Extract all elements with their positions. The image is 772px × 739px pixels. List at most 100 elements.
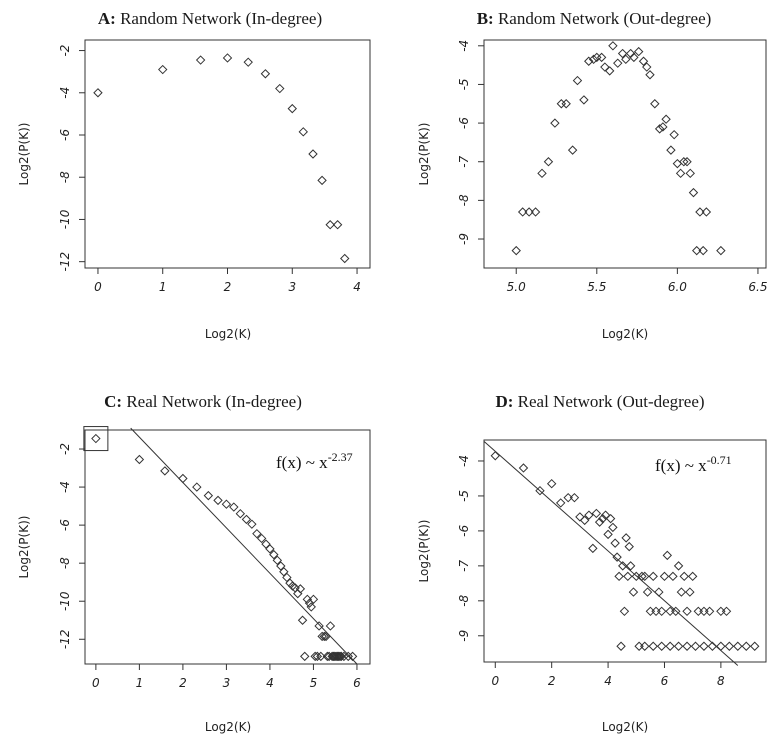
panel-d-data-point (659, 571, 670, 582)
panel-d-data-point (654, 587, 664, 597)
panel-d-ytick-label: -5 (457, 490, 471, 502)
panel-b-data-point (716, 245, 726, 256)
panel-a-data-point (158, 64, 168, 75)
panel-b-data-point (661, 114, 671, 124)
panel-c-ylabel: Log2(P(K)) (17, 516, 31, 579)
panel-c-data-point (308, 594, 319, 605)
panel-a-data-point (298, 127, 308, 137)
panel-a: A: Random Network (In-degree) 0 1 2 3 4 -2 -4 -… (17, 9, 371, 341)
panel-c-xlabel: Log2(K) (205, 720, 251, 734)
panel-c-data-point (317, 631, 327, 642)
panel-b-data-point (654, 124, 665, 134)
panel-c-ytick-label: -2 (58, 443, 72, 455)
panel-c-data-point (160, 466, 170, 476)
panel-c-data-point (192, 482, 202, 492)
panel-d-xtick-label: 2 (548, 674, 556, 688)
panel-d-data-point (651, 606, 661, 617)
panel-b-data-point (524, 207, 534, 217)
panel-c-data-point (178, 473, 188, 484)
panel-c-data-point (247, 519, 257, 529)
panel-a-ytick-label: -4 (58, 87, 72, 99)
panel-a-title-text: Random Network (In-degree) (120, 9, 322, 28)
panel-d-data-point (618, 561, 628, 571)
panel-b-ylabel: Log2(P(K)) (417, 123, 431, 186)
panel-c-data-point (332, 651, 343, 662)
panel-d-data-point (563, 492, 573, 503)
panel-d-data-point (591, 508, 602, 519)
panel-d-data-point (624, 541, 634, 552)
panel-d-data-point (699, 606, 709, 617)
panel-c-data-point (297, 615, 308, 625)
panel-a-data-point (275, 83, 285, 94)
panel-a-plot: 0 1 2 3 4 -2 -4 -6 -8 -10 -12 (58, 45, 361, 294)
panel-b-data-point (692, 245, 702, 256)
panel-c-data-point (252, 528, 262, 539)
panel-d-data-point (603, 529, 613, 540)
panel-c-xtick-label: 3 (223, 676, 231, 690)
panel-b-ytick-label: -6 (457, 117, 471, 129)
panel-d-letter: D: (495, 392, 513, 411)
panel-d-data-point (569, 492, 580, 503)
panel-b-data-point (695, 207, 705, 217)
panel-b-data-point (642, 62, 652, 72)
panel-b-data-point (617, 48, 628, 59)
panel-a-data-point (325, 220, 335, 230)
panel-a-letter: A: (98, 9, 116, 28)
panel-d-data-point (608, 522, 618, 533)
panel-d: D: Real Network (Out-degree) 0 2 4 6 8 -4 -5 -6… (417, 392, 767, 734)
panel-b-data-point (567, 145, 578, 155)
panel-d-data-point (693, 606, 704, 617)
panel-c-ytick-label: -10 (58, 591, 72, 611)
panel-c-data-point (269, 549, 279, 560)
panel-d-ytick-label: -8 (457, 594, 471, 606)
panel-d-data-point (640, 571, 650, 582)
panel-a-data-point (243, 57, 253, 67)
panel-a-title: A: Random Network (In-degree) (98, 9, 322, 28)
panel-d-data-point (610, 538, 620, 548)
panel-d-data-point (682, 606, 692, 617)
panel-d-data-point (612, 552, 622, 562)
panel-d-data-point (699, 641, 709, 651)
panel-d-data-point (673, 641, 684, 651)
panel-d-title-text: Real Network (Out-degree) (518, 392, 705, 411)
panel-b-ytick-label: -8 (457, 194, 471, 206)
panel-c-xtick-label: 5 (310, 676, 318, 690)
panel-d-data-point (648, 641, 658, 651)
panel-b-data-point (633, 46, 644, 57)
panel-d-data-point (598, 513, 608, 524)
panel-c-data-point (336, 651, 346, 662)
panel-d-data-point (685, 587, 695, 597)
panel-a-data-point (195, 55, 206, 65)
panel-b-frame (483, 39, 767, 269)
panel-d-data-point (600, 510, 611, 520)
panel-b-data-point (511, 245, 521, 256)
panel-d-data-point (682, 641, 692, 651)
panel-b-data-point (572, 75, 583, 86)
panel-c-title-text: Real Network (In-degree) (126, 392, 302, 411)
panel-d-data-point (579, 515, 590, 526)
panel-d-data-point (518, 463, 529, 473)
panel-c-data-point (347, 651, 358, 662)
panel-a-ytick-label: -6 (58, 129, 72, 141)
panel-c-fit-formula: f(x) ~ x-2.37 (276, 450, 353, 472)
panel-d-ytick-label: -4 (457, 455, 471, 467)
panel-c-data-point (213, 495, 223, 506)
panel-b-data-point (600, 62, 610, 72)
panel-c-ytick-label: -4 (58, 481, 72, 493)
panel-d-data-point (642, 587, 653, 597)
panel-c-ytick-label: -6 (58, 519, 72, 531)
panel-b-data-point (517, 207, 528, 217)
panel-d-data-point (673, 561, 684, 571)
panel-d-data-point (656, 641, 667, 651)
panel-c-fit-base: f(x) ~ x (276, 453, 328, 472)
panel-b-data-point (588, 54, 599, 65)
panel-a-data-point (308, 149, 318, 159)
panel-d-xtick-label: 6 (661, 674, 669, 688)
panel-d-data-point (621, 533, 631, 543)
panel-d-data-point (716, 641, 726, 651)
panel-b-data-point (675, 168, 686, 179)
panel-b-xtick-label: 5.5 (587, 280, 606, 294)
panel-a-data-point (287, 103, 297, 114)
panel-d-data-point (616, 641, 626, 651)
panel-c-data-point (302, 594, 313, 605)
